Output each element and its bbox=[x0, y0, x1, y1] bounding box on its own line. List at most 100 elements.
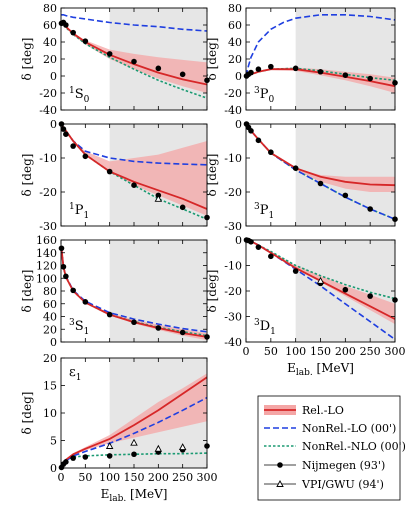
nijmegen-point bbox=[255, 66, 262, 72]
x-tick-label: 150 bbox=[310, 345, 331, 358]
channel-label: 1P1 bbox=[69, 202, 89, 221]
y-tick-label: 20 bbox=[228, 53, 242, 66]
nijmegen-point bbox=[106, 168, 113, 175]
x-tick-label: 300 bbox=[385, 345, 406, 358]
nijmegen-point bbox=[106, 311, 113, 318]
y-tick-label: 10 bbox=[43, 407, 57, 420]
y-tick-label: 40 bbox=[43, 311, 57, 324]
nijmegen-point bbox=[292, 268, 299, 274]
nijmegen-point bbox=[367, 293, 373, 299]
vpi-point bbox=[154, 444, 163, 452]
y-tick-label: 40 bbox=[228, 36, 242, 49]
nijmegen-point bbox=[268, 149, 274, 156]
channel-label: 1S0 bbox=[69, 86, 90, 105]
nijmegen-point bbox=[255, 137, 262, 144]
y-tick-label: -40 bbox=[224, 336, 242, 349]
legend-label: NonRel.-LO (00') bbox=[302, 422, 396, 435]
nonrel-lo-line bbox=[246, 14, 395, 77]
y-tick-label: 20 bbox=[43, 53, 57, 66]
legend-label: VPI/GWU (94') bbox=[301, 478, 384, 491]
nijmegen-point bbox=[248, 69, 254, 76]
nonrel-nlo-line bbox=[246, 240, 395, 300]
y-axis-label: δ [deg] bbox=[20, 38, 34, 81]
nijmegen-point bbox=[70, 455, 76, 461]
legend-entry-nonrel_nlo: NonRel.-NLO (00') bbox=[264, 440, 406, 453]
y-tick-label: -20 bbox=[224, 87, 242, 100]
nonrel-lo-line bbox=[61, 396, 207, 468]
x-tick-label: 300 bbox=[197, 471, 218, 484]
nijmegen-point bbox=[255, 244, 262, 250]
y-tick-label: 120 bbox=[36, 260, 57, 273]
nijmegen-point bbox=[82, 299, 89, 305]
y-tick-label: 80 bbox=[228, 2, 242, 15]
y-tick-label: -20 bbox=[224, 186, 242, 199]
y-tick-label: -30 bbox=[224, 220, 242, 233]
rel-lo-band bbox=[61, 124, 207, 216]
nijmegen-point bbox=[63, 459, 69, 465]
nijmegen-point bbox=[63, 22, 69, 28]
y-tick-label: -40 bbox=[224, 104, 242, 117]
nijmegen-point bbox=[292, 165, 299, 171]
nijmegen-point bbox=[342, 286, 349, 293]
legend-label: Rel.-LO bbox=[302, 404, 344, 417]
nonrel-lo-line bbox=[246, 124, 395, 220]
legend-marker bbox=[276, 480, 284, 487]
nijmegen-point bbox=[131, 319, 137, 326]
nijmegen-point bbox=[342, 72, 349, 78]
y-tick-label: 40 bbox=[43, 36, 57, 49]
legend-marker bbox=[277, 462, 283, 468]
y-tick-label: 0 bbox=[50, 118, 57, 131]
legend-label: Nijmegen (93') bbox=[302, 459, 385, 472]
channel-label: ε1 bbox=[69, 365, 81, 383]
legend-entry-rel_lo: Rel.-LO bbox=[264, 404, 344, 417]
nijmegen-point bbox=[131, 58, 137, 65]
y-tick-label: -10 bbox=[39, 152, 57, 165]
legend-entry-nonrel_lo: NonRel.-LO (00') bbox=[264, 422, 396, 435]
y-axis-label: δ [deg] bbox=[20, 154, 34, 197]
y-tick-label: 0 bbox=[50, 462, 57, 475]
y-axis-label: δ [deg] bbox=[20, 392, 34, 435]
nijmegen-point bbox=[106, 453, 113, 459]
legend-label: NonRel.-NLO (00') bbox=[302, 440, 406, 453]
nijmegen-point bbox=[248, 128, 254, 134]
panel-1S0: -40 -20 0 20 40 60 80 δ [deg] 1S0 bbox=[20, 2, 210, 117]
vpi-point bbox=[154, 194, 163, 202]
nijmegen-point bbox=[70, 287, 76, 294]
x-tick-label: 50 bbox=[264, 345, 278, 358]
y-tick-label: 140 bbox=[36, 247, 57, 260]
rel-lo-band bbox=[246, 67, 395, 93]
y-tick-label: 0 bbox=[235, 118, 242, 131]
x-tick-label: 250 bbox=[360, 345, 381, 358]
nijmegen-point bbox=[70, 29, 76, 36]
y-tick-label: 0 bbox=[235, 234, 242, 247]
nijmegen-point bbox=[70, 143, 76, 149]
nijmegen-point bbox=[58, 245, 65, 252]
nijmegen-point bbox=[179, 71, 186, 78]
nijmegen-point bbox=[367, 206, 373, 212]
nijmegen-point bbox=[131, 451, 137, 458]
legend: Rel.-LO NonRel.-LO (00') NonRel.-NLO (00')… bbox=[257, 395, 406, 501]
nijmegen-point bbox=[342, 192, 349, 199]
channel-label: 3P1 bbox=[254, 202, 274, 221]
legend-items: Rel.-LO NonRel.-LO (00') NonRel.-NLO (00')… bbox=[264, 404, 406, 491]
nijmegen-point bbox=[317, 68, 324, 75]
channel-label: 3D1 bbox=[254, 318, 276, 337]
y-tick-label: 160 bbox=[36, 234, 57, 247]
vpi-point bbox=[316, 276, 325, 284]
nonrel-nlo-line bbox=[61, 452, 207, 468]
y-tick-label: -20 bbox=[39, 87, 57, 100]
y-axis-label: δ [deg] bbox=[20, 270, 34, 313]
y-tick-label: -10 bbox=[224, 260, 242, 273]
y-tick-label: 20 bbox=[43, 352, 57, 365]
nijmegen-point bbox=[82, 454, 89, 460]
y-tick-label: 60 bbox=[228, 19, 242, 32]
y-tick-label: 5 bbox=[50, 435, 57, 448]
y-tick-label: 80 bbox=[43, 285, 57, 298]
y-tick-label: 0 bbox=[50, 70, 57, 83]
y-tick-label: 100 bbox=[36, 272, 57, 285]
nijmegen-point bbox=[268, 253, 274, 260]
nijmegen-point bbox=[63, 273, 69, 280]
y-axis-label: δ [deg] bbox=[205, 270, 219, 313]
